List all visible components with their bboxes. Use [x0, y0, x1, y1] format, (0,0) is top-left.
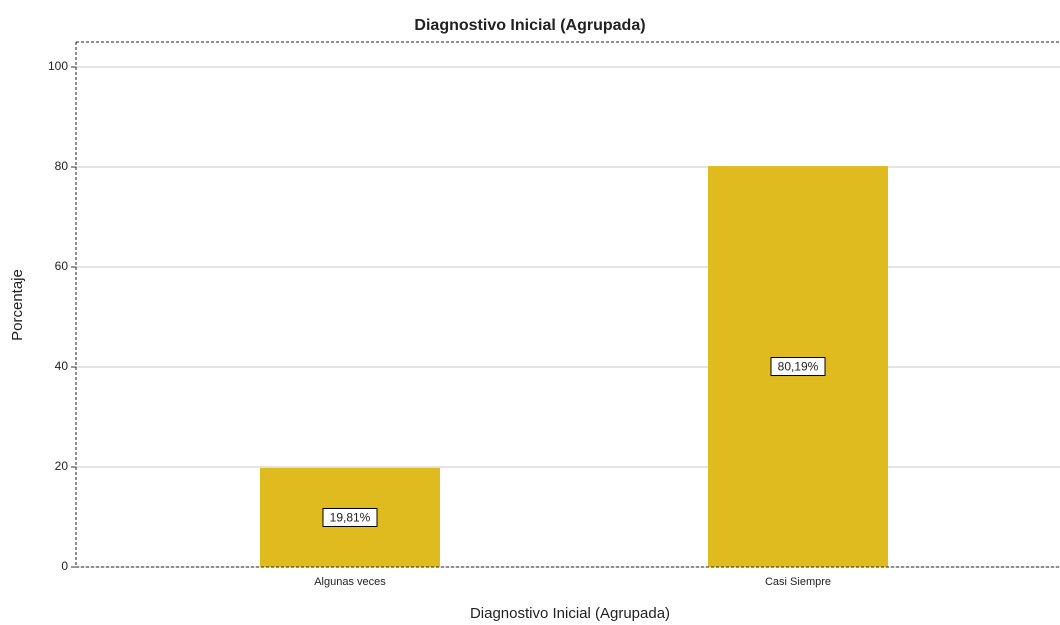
y-tick-label: 20	[55, 459, 69, 473]
x-tick-label: Algunas veces	[314, 576, 386, 588]
x-axis-label: Diagnostivo Inicial (Agrupada)	[470, 605, 670, 622]
y-tick-label: 40	[55, 359, 69, 373]
x-tick-label: Casi Siempre	[765, 576, 831, 588]
y-tick-label: 80	[55, 159, 69, 173]
y-tick-label: 100	[48, 59, 68, 73]
y-tick-label: 60	[55, 259, 69, 273]
value-label: 19,81%	[330, 511, 371, 525]
y-axis-label: Porcentaje	[9, 269, 26, 341]
value-label: 80,19%	[778, 360, 819, 374]
value-label-box	[770, 357, 826, 377]
chart-title: Diagnostivo Inicial (Agrupada)	[414, 17, 645, 34]
y-tick-label: 0	[61, 559, 68, 573]
value-label-box	[322, 507, 378, 527]
